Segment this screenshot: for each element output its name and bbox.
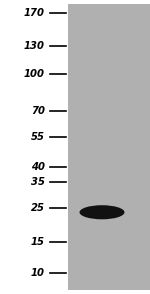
Bar: [68, 4, 150, 290]
Text: 40: 40: [31, 162, 45, 172]
Text: 15: 15: [31, 237, 45, 247]
Text: 100: 100: [24, 69, 45, 79]
Text: 130: 130: [24, 41, 45, 51]
Ellipse shape: [80, 205, 124, 219]
Text: 10: 10: [31, 268, 45, 278]
Text: 25: 25: [31, 203, 45, 213]
Text: 35: 35: [31, 177, 45, 187]
Text: 55: 55: [31, 132, 45, 142]
Text: 70: 70: [31, 106, 45, 116]
Text: 170: 170: [24, 8, 45, 18]
